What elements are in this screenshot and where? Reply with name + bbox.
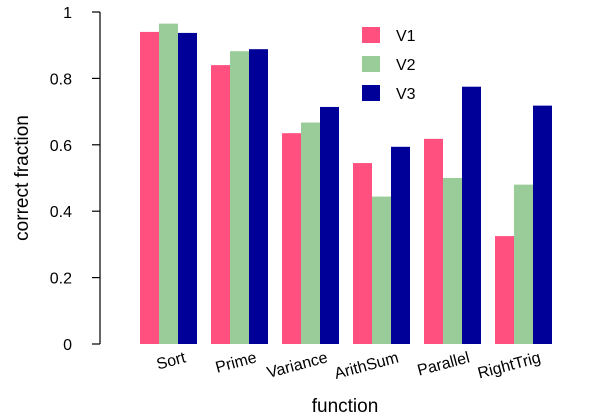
x-tick-label-sort: Sort [155, 349, 188, 373]
legend-swatch-v1 [362, 27, 380, 43]
bar-prime-v1 [211, 65, 230, 345]
bar-parallel-v1 [424, 138, 443, 344]
bar-righttrig-v1 [495, 236, 514, 344]
x-axis-title: function [312, 396, 379, 417]
bar-sort-v2 [159, 23, 178, 345]
bar-variance-v2 [301, 122, 320, 344]
y-tick-label: 0 [63, 337, 72, 354]
bar-sort-v3 [178, 32, 197, 345]
bar-righttrig-v3 [533, 105, 552, 345]
y-axis-title: correct fraction [12, 115, 33, 241]
bars-layer [140, 23, 552, 345]
bar-variance-v1 [282, 133, 301, 344]
x-tick-label-arithsum: ArithSum [333, 349, 401, 382]
x-tick-label-righttrig: RightTrig [476, 349, 543, 382]
bar-parallel-v3 [462, 86, 481, 344]
y-tick-label: 0.2 [50, 271, 72, 288]
legend-label-v3: V3 [396, 86, 416, 103]
y-ticks-layer: 0 0.2 0.4 0.6 0.8 1 [50, 5, 100, 354]
bar-variance-v3 [320, 106, 339, 344]
bar-sort-v1 [140, 31, 159, 344]
legend-label-v2: V2 [396, 57, 416, 74]
x-tick-labels-layer: Sort Prime Variance ArithSum Parallel RightTr… [155, 349, 543, 383]
bar-prime-v3 [249, 49, 268, 345]
bar-parallel-v2 [443, 178, 462, 344]
bar-arithsum-v2 [372, 196, 391, 344]
legend-swatch-v3 [362, 85, 380, 101]
y-tick-label: 0.8 [50, 71, 72, 88]
y-tick-label: 1 [63, 5, 72, 22]
bar-arithsum-v1 [353, 163, 372, 344]
legend-swatch-v2 [362, 56, 380, 72]
bar-arithsum-v3 [391, 146, 410, 344]
y-tick-label: 0.6 [50, 138, 72, 155]
legend-label-v1: V1 [396, 28, 416, 45]
x-tick-label-variance: Variance [265, 349, 329, 381]
bar-prime-v2 [230, 51, 249, 345]
y-tick-label: 0.4 [50, 204, 72, 221]
legend: V1 V2 V3 [362, 27, 416, 103]
bar-righttrig-v2 [514, 184, 533, 344]
x-tick-label-parallel: Parallel [416, 349, 472, 379]
x-tick-label-prime: Prime [214, 349, 259, 376]
